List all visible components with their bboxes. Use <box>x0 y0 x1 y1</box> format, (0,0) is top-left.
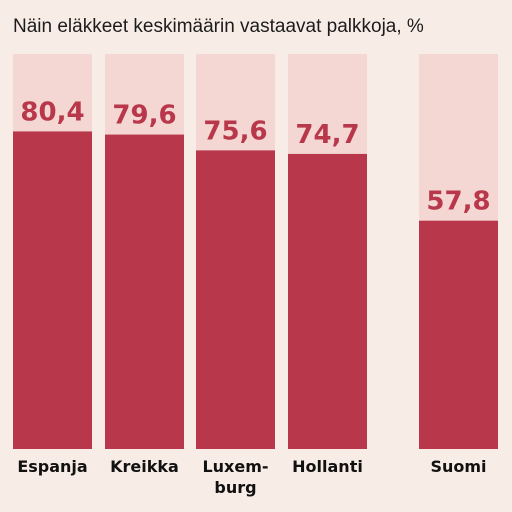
category-label: Hollanti <box>292 457 363 476</box>
bar <box>13 131 92 450</box>
category-label-line: Hollanti <box>292 457 363 476</box>
value-label: 80,4 <box>20 97 84 127</box>
category-label-line: Kreikka <box>110 457 179 476</box>
category-label-line: Suomi <box>430 457 486 476</box>
bar <box>288 153 367 449</box>
bar <box>196 150 275 449</box>
category-label-line: Luxem- <box>202 457 268 476</box>
category-label: Suomi <box>430 457 486 476</box>
category-label: Espanja <box>17 457 87 476</box>
category-label-line: Espanja <box>17 457 87 476</box>
bar <box>419 220 498 449</box>
value-label: 57,8 <box>426 187 490 217</box>
value-label: 75,6 <box>203 116 267 146</box>
category-label-line: burg <box>214 478 256 497</box>
value-label: 79,6 <box>112 101 176 131</box>
category-label: Luxem-burg <box>202 457 268 497</box>
chart-title: Näin eläkkeet keskimäärin vastaavat palk… <box>13 16 424 37</box>
bar <box>105 134 184 449</box>
category-label: Kreikka <box>110 457 179 476</box>
value-label: 74,7 <box>295 120 359 150</box>
